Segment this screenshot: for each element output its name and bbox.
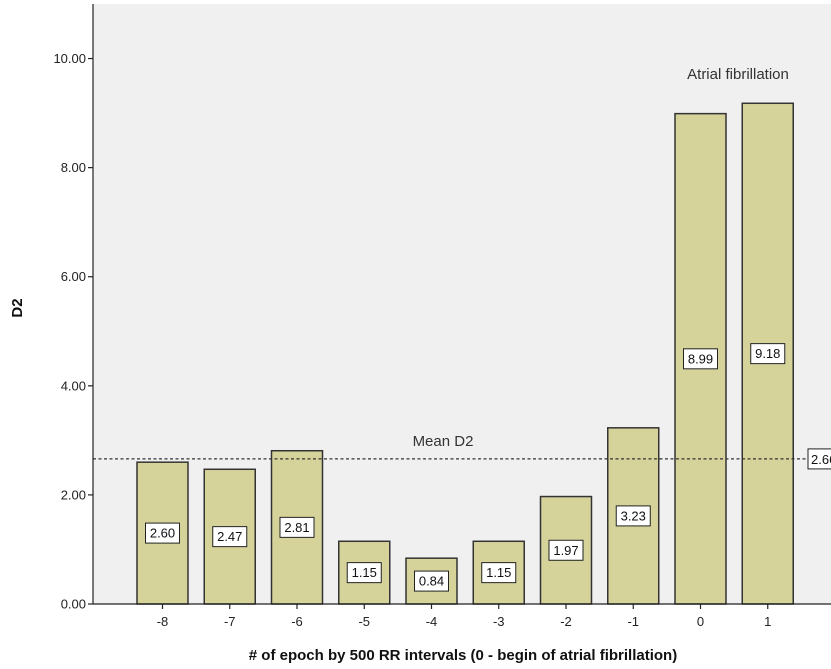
data-label: 0.84 [419, 574, 444, 589]
data-label-box [750, 343, 786, 365]
data-label: 3.23 [621, 508, 646, 523]
mean-value-label-box [807, 448, 831, 470]
data-label: 9.18 [755, 346, 780, 361]
x-tick-label: -1 [627, 614, 639, 629]
data-label: 2.60 [150, 526, 175, 541]
data-label-box [414, 570, 449, 592]
y-tick-label: 10.00 [53, 51, 86, 66]
mean-line-label: Mean D2 [413, 433, 474, 450]
x-ticks-group: -8 -7 -6 -5 -4 -3 -2 -1 0 1 [157, 604, 771, 629]
data-label: 1.15 [486, 565, 511, 580]
data-label: 2.47 [217, 529, 242, 544]
atrial-fibrillation-annotation: Atrial fibrillation [687, 66, 789, 83]
data-labels-group: 2.60 2.47 2.81 1.15 0.84 1.15 1.97 3.23 8.99 9.18 [145, 343, 786, 592]
x-tick-label: -3 [493, 614, 505, 629]
data-label: 8.99 [688, 351, 713, 366]
x-tick-label: 1 [764, 614, 771, 629]
data-label-group: 0.84 [414, 570, 449, 592]
data-label-box [548, 539, 584, 561]
mean-value-label: 2.66 [811, 452, 831, 467]
data-label-box [615, 505, 651, 527]
data-label: 1.97 [553, 543, 578, 558]
y-tick-label: 6.00 [61, 269, 86, 284]
y-tick-label: 4.00 [61, 378, 86, 393]
data-label-group: 1.15 [346, 562, 382, 584]
data-label-box [346, 562, 382, 584]
x-axis-title: # of epoch by 500 RR intervals (0 - begi… [249, 647, 677, 664]
x-tick-label: -4 [426, 614, 438, 629]
data-label-group: 1.15 [481, 562, 517, 584]
data-label-group: 1.97 [548, 539, 584, 561]
data-label-box [481, 562, 517, 584]
data-label-group: 2.47 [212, 526, 248, 548]
data-label-group: 2.60 [145, 522, 180, 544]
data-label-group: 8.99 [683, 348, 718, 370]
data-label-box [683, 348, 718, 370]
data-label-box [279, 516, 315, 538]
y-tick-label: 0.00 [61, 597, 86, 612]
data-label-box [212, 526, 248, 548]
x-tick-label: -2 [560, 614, 572, 629]
data-label-group: 3.23 [615, 505, 651, 527]
x-tick-label: -8 [157, 614, 169, 629]
x-tick-label: 0 [697, 614, 704, 629]
data-label-group: 9.18 [750, 343, 786, 365]
data-label: 2.81 [284, 520, 309, 535]
x-tick-label: -7 [224, 614, 236, 629]
data-label-box [145, 522, 180, 544]
y-axis-title: D2 [9, 298, 26, 317]
data-label-group: 2.81 [279, 516, 315, 538]
y-tick-label: 2.00 [61, 487, 86, 502]
data-label: 1.15 [352, 565, 377, 580]
x-tick-label: -6 [291, 614, 303, 629]
y-ticks-group: 0.00 2.00 4.00 6.00 8.00 10.00 [53, 51, 93, 612]
y-tick-label: 8.00 [61, 160, 86, 175]
mean-value-label-group: 2.66 [807, 448, 831, 470]
x-tick-label: -5 [358, 614, 370, 629]
